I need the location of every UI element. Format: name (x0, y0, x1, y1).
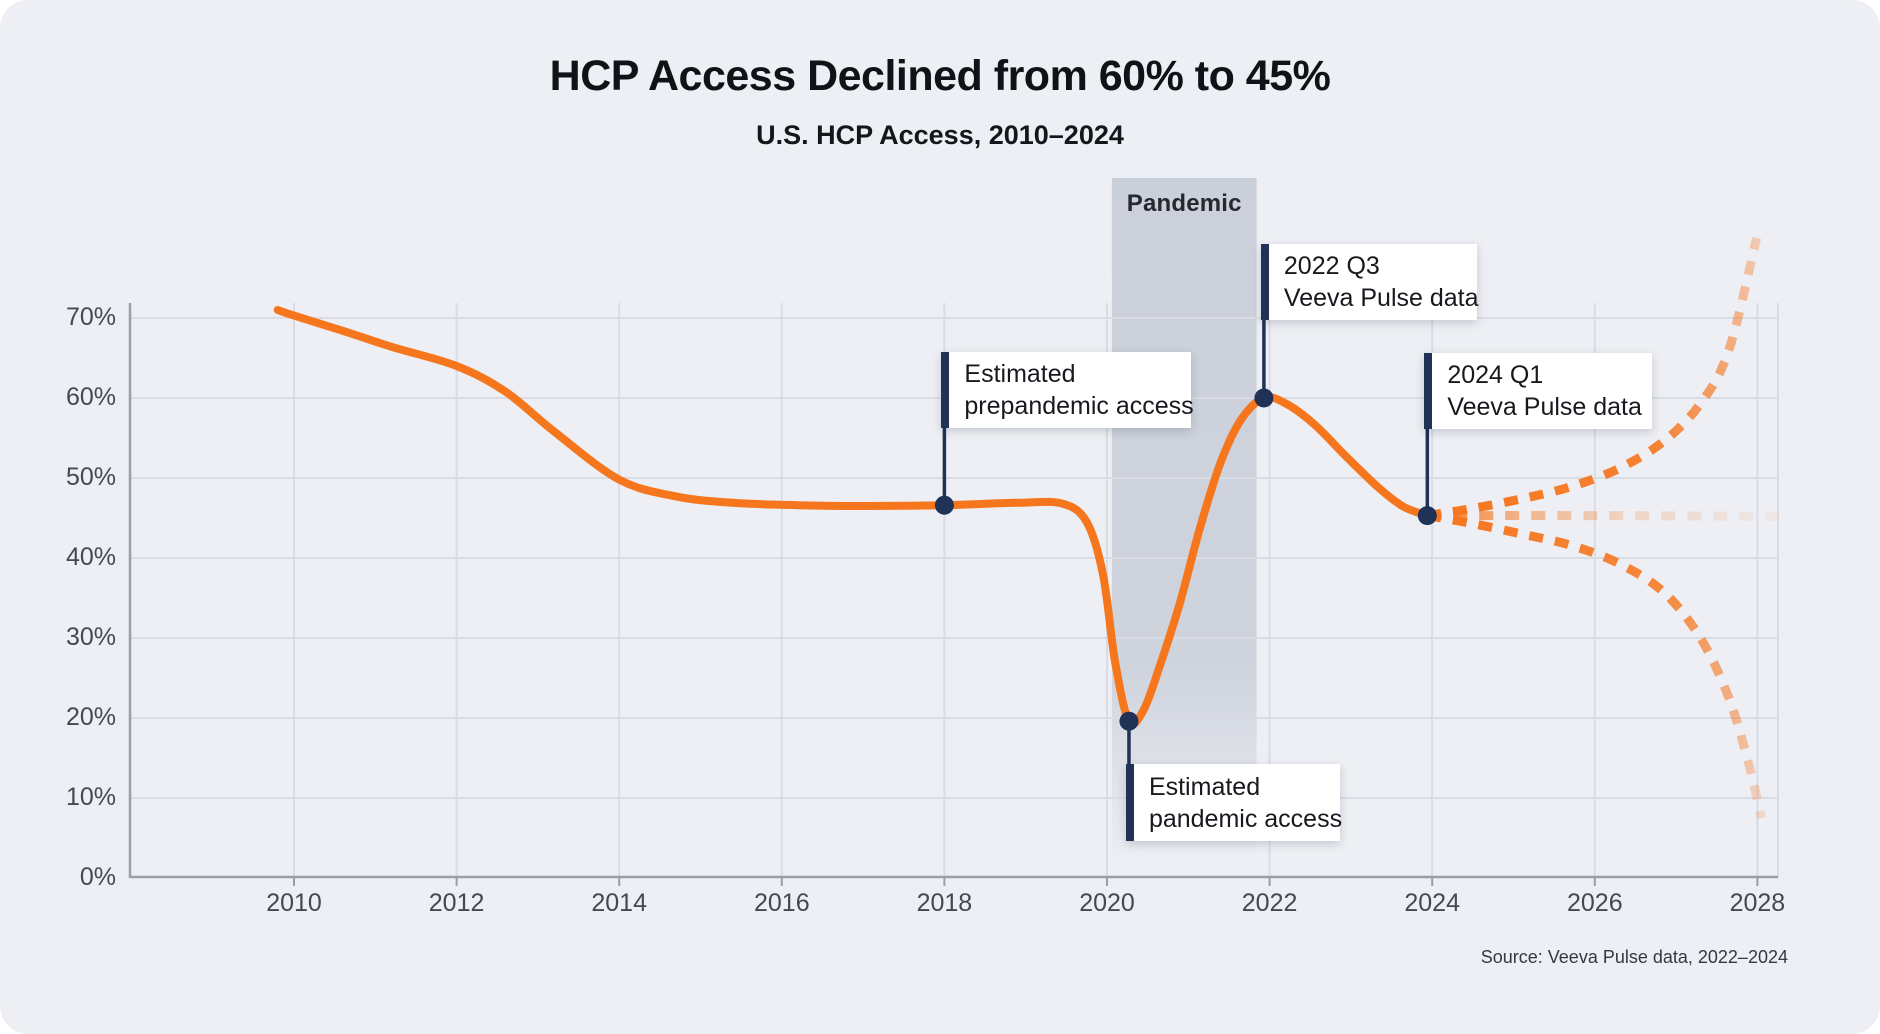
annotation-text: Estimated prepandemic access (949, 352, 1207, 428)
annotation-accent-bar (1125, 764, 1134, 841)
x-tick-label: 2022 (1241, 889, 1298, 917)
x-tick-label: 2026 (1566, 889, 1623, 917)
y-tick-label: 30% (65, 623, 116, 651)
pandemic-band-label: Pandemic (1126, 190, 1242, 217)
x-tick-label: 2016 (753, 889, 810, 917)
annotation-text: 2024 Q1 Veeva Pulse data (1432, 353, 1656, 429)
source-note: Source: Veeva Pulse data, 2022–2024 (1480, 947, 1788, 967)
x-tick-label: 2018 (916, 889, 973, 917)
x-tick-label: 2024 (1404, 889, 1460, 917)
annotation-line: Veeva Pulse data (1447, 393, 1642, 421)
data-point-marker (1119, 711, 1139, 731)
projection-high-line (1426, 236, 1761, 521)
annotation-line: Estimated (964, 360, 1076, 388)
chart-subtitle: U.S. HCP Access, 2010–2024 (756, 120, 1124, 150)
y-tick-label: 60% (65, 383, 116, 411)
annotation-accent-bar (1260, 244, 1269, 320)
chart-title: HCP Access Declined from 60% to 45% (549, 52, 1331, 100)
annotation-2024-q1: 2024 Q1 Veeva Pulse data (1424, 353, 1653, 429)
x-tick-label: 2012 (428, 889, 485, 917)
data-point-marker (934, 495, 954, 515)
annotation-2022-q3: 2022 Q3 Veeva Pulse data (1260, 244, 1479, 320)
y-tick-label: 40% (65, 543, 116, 571)
y-tick-label: 70% (65, 303, 116, 331)
annotation-text: Estimated pandemic access (1134, 764, 1356, 841)
annotation-line: pandemic access (1148, 804, 1343, 833)
x-tick-label: 2010 (266, 889, 322, 917)
y-tick-label: 10% (65, 783, 116, 811)
data-point-marker (1417, 506, 1437, 526)
x-tick-label: 2014 (591, 889, 647, 917)
pandemic-band (1111, 178, 1257, 856)
annotation-text: 2022 Q3 Veeva Pulse data (1269, 244, 1493, 320)
x-tick-label: 2020 (1079, 889, 1135, 917)
annotation-line: 2024 Q1 (1447, 361, 1544, 389)
annotation-line: 2022 Q3 (1283, 252, 1380, 280)
annotation-pandemic-access: Estimated pandemic access (1125, 764, 1342, 841)
hcp-access-line (273, 306, 1432, 729)
annotation-accent-bar (941, 352, 950, 428)
y-tick-label: 20% (65, 703, 116, 731)
annotation-line: Veeva Pulse data (1283, 284, 1479, 312)
y-tick-label: 50% (65, 463, 116, 491)
annotation-line: Estimated (1148, 772, 1261, 801)
annotation-prepandemic-access: Estimated prepandemic access (941, 352, 1194, 428)
annotation-line: prepandemic access (964, 392, 1194, 420)
y-tick-label: 0% (79, 863, 116, 891)
projection-flat-line (1427, 511, 1790, 521)
annotation-accent-bar (1424, 353, 1433, 429)
data-point-marker (1254, 388, 1274, 408)
x-tick-label: 2028 (1729, 889, 1786, 917)
